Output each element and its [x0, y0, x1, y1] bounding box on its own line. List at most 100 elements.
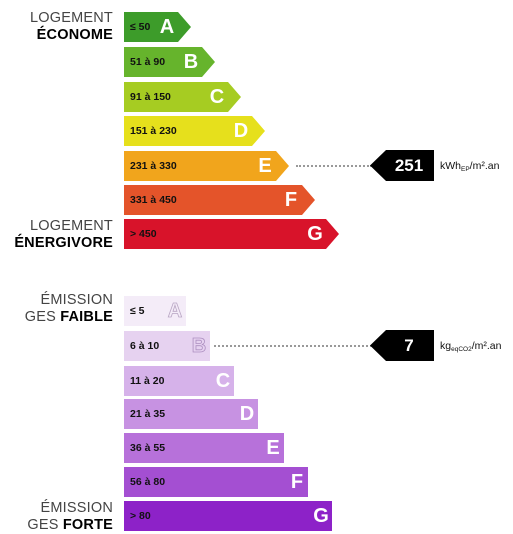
ges-bar-fill: [124, 399, 258, 429]
energy-unit-main: kWh: [440, 160, 461, 172]
energy-bar-d: 151 à 230 D: [124, 116, 265, 146]
ges-bar-fill: [124, 501, 332, 531]
ges-unit: kgeqCO2/m².an: [440, 339, 501, 357]
energy-bar-shape: [124, 185, 315, 215]
energy-bar-fill: [124, 219, 339, 249]
energy-bar-shape: [124, 151, 289, 181]
energy-bar-fill: [124, 151, 289, 181]
ges-bar-f: 56 à 80 F: [124, 467, 308, 497]
energy-unit-rest: /m².an: [469, 160, 500, 172]
ges-bar-shape: [124, 331, 210, 361]
ges-bar-c: 11 à 20 C: [124, 366, 234, 396]
energy-bar-letter: C: [209, 86, 225, 108]
energy-bar-b: 51 à 90 B: [124, 47, 215, 77]
ges-bar-range: 36 à 55: [130, 442, 166, 454]
ges-bar-fill: [124, 366, 234, 396]
ges-bar-letter: G: [313, 505, 329, 527]
ges-bar-fill: [124, 331, 210, 361]
energy-bar-shape: [124, 47, 215, 77]
energy-bar-a: ≤ 50 A: [124, 12, 191, 42]
ges-bar-letter: F: [290, 471, 304, 493]
ges-bar-letter: B: [191, 335, 207, 358]
energy-bar-range: 151 à 230: [130, 125, 177, 137]
energy-bar-letter: A: [159, 16, 175, 38]
ges-bar-letter: E: [266, 437, 280, 459]
energy-bar-fill: [124, 185, 315, 215]
energy-bar-shape: [124, 12, 191, 42]
energy-bar-fill: [124, 116, 265, 146]
energy-top-label-line2: ÉCONOME: [36, 27, 113, 43]
ges-bar-shape: [124, 501, 332, 531]
ges-bar-letter: C: [215, 370, 231, 392]
energy-bar-shape: [124, 82, 241, 112]
energy-unit: kWhEP/m².an: [440, 159, 499, 177]
ges-bar-shape: [124, 467, 308, 497]
ges-pointer-shape: [370, 330, 434, 361]
energy-bar-shape: [124, 219, 339, 249]
ges-bar-range: 21 à 35: [130, 408, 166, 420]
energy-bar-range: 231 à 330: [130, 160, 177, 172]
ges-dotted-leader: [214, 345, 372, 347]
ges-unit-main: kg: [440, 340, 452, 352]
ges-value-pointer: 7: [370, 330, 434, 361]
energy-top-label-line1: LOGEMENT: [30, 10, 113, 26]
ges-bar-range: > 80: [130, 510, 151, 522]
energy-bar-letter: E: [258, 155, 272, 177]
ges-bar-letter: A: [167, 300, 183, 323]
energy-bar-e: 231 à 330 E: [124, 151, 289, 181]
ges-unit-sub: eqCO2: [451, 346, 472, 353]
ges-value: 7: [404, 336, 414, 355]
ges-bar-range: ≤ 5: [130, 305, 145, 317]
energy-bar-c: 91 à 150 C: [124, 82, 241, 112]
energy-dotted-leader: [296, 165, 372, 167]
ges-bar-d: 21 à 35 D: [124, 399, 258, 429]
ges-bar-fill: [124, 433, 284, 463]
ges-bottom-label: ÉMISSION GES FORTE: [27, 500, 113, 534]
ges-bar-e: 36 à 55 E: [124, 433, 284, 463]
energy-bar-range: 51 à 90: [130, 56, 166, 68]
ges-bar-shape: [124, 399, 258, 429]
energy-bar-letter: B: [183, 51, 199, 73]
energy-bar-g: > 450 G: [124, 219, 339, 249]
energy-bar-range: 91 à 150: [130, 91, 171, 103]
energy-bar-f: 331 à 450 F: [124, 185, 315, 215]
energy-bar-range: ≤ 50: [130, 21, 151, 33]
energy-unit-sub: EP: [461, 166, 470, 173]
ges-bar-letter: D: [239, 403, 255, 425]
energy-bar-range: > 450: [130, 228, 157, 240]
ges-bar-shape: [124, 433, 284, 463]
energy-bar-letter: G: [307, 223, 323, 245]
ges-bar-fill: [124, 467, 308, 497]
energy-bar-letter: D: [233, 120, 249, 142]
ges-bar-a: ≤ 5 A: [124, 296, 186, 326]
energy-bar-fill: [124, 47, 215, 77]
energy-bottom-label-line1: LOGEMENT: [30, 218, 113, 234]
ges-top-label: ÉMISSION GES FAIBLE: [25, 292, 113, 326]
ges-bar-range: 11 à 20: [130, 375, 165, 387]
energy-bar-range: 331 à 450: [130, 194, 177, 206]
energy-value-pointer: 251: [370, 150, 434, 181]
ges-bottom-label-line1: ÉMISSION: [40, 500, 113, 516]
energy-bar-letter: F: [284, 189, 298, 211]
ges-bar-range: 6 à 10: [130, 340, 160, 352]
ges-top-label-line1: ÉMISSION: [40, 292, 113, 308]
ges-bar-shape: [124, 296, 186, 326]
ges-bar-shape: [124, 366, 234, 396]
ges-bar-g: > 80 G: [124, 501, 332, 531]
energy-value: 251: [394, 156, 424, 175]
ges-unit-rest: /m².an: [471, 340, 502, 352]
ges-top-label-prefix: GES: [24, 309, 61, 325]
energy-bar-fill: [124, 82, 241, 112]
energy-bottom-label: LOGEMENT ÉNERGIVORE: [14, 218, 113, 252]
energy-top-label: LOGEMENT ÉCONOME: [30, 10, 113, 44]
ges-bottom-label-strength: FORTE: [62, 517, 113, 533]
energy-bar-shape: [124, 116, 265, 146]
ges-top-label-strength: FAIBLE: [60, 309, 113, 325]
ges-bar-fill: [124, 296, 186, 326]
energy-pointer-shape: [370, 150, 434, 181]
ges-bottom-label-prefix: GES: [27, 517, 63, 533]
energy-bar-fill: [124, 12, 191, 42]
ges-bar-b: 6 à 10 B: [124, 331, 210, 361]
ges-bar-range: 56 à 80: [130, 476, 166, 488]
energy-bottom-label-line2: ÉNERGIVORE: [14, 235, 113, 251]
